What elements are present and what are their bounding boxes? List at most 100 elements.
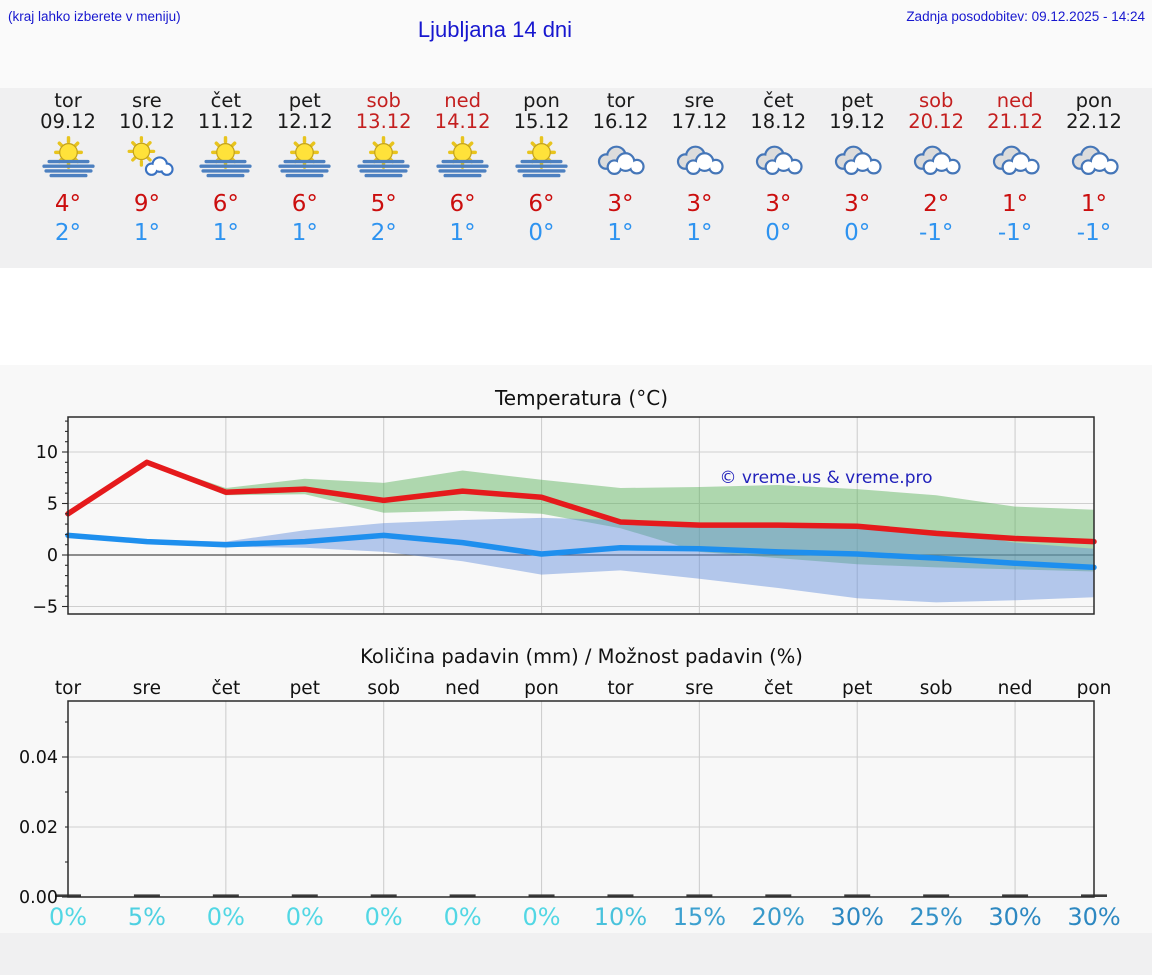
- pop-label: 30%: [988, 903, 1041, 931]
- day-column: čet 18.12 3° 0°: [739, 88, 818, 264]
- sun-fog-icon: [277, 136, 332, 181]
- day-name-label: pet: [288, 89, 321, 112]
- day-column: ned 14.12 6° 1°: [423, 88, 502, 264]
- low-temp-label: -1°: [918, 220, 954, 246]
- cloudy-icon: [830, 136, 885, 181]
- high-temp-label: 6°: [212, 191, 239, 217]
- day-date-label: 09.12: [40, 110, 96, 133]
- high-temp-label: 9°: [133, 191, 160, 217]
- temp-y-tick-label: 5: [47, 495, 58, 515]
- low-temp-label: 1°: [686, 220, 713, 246]
- day-name-label: pet: [841, 89, 874, 112]
- day-name-label: tor: [606, 89, 635, 112]
- low-temp-label: 1°: [607, 220, 634, 246]
- pop-label: 0%: [49, 903, 87, 931]
- menu-hint-text: (kraj lahko izberete v meniju): [8, 9, 181, 24]
- precip-day-label: pet: [290, 678, 320, 699]
- day-name-label: sre: [132, 89, 162, 112]
- day-name-label: ned: [444, 89, 481, 112]
- high-temp-label: 6°: [528, 191, 555, 217]
- day-column: ned 21.12 1° -1°: [976, 88, 1055, 264]
- precip-day-label: sob: [367, 678, 400, 699]
- precip-bar: [291, 894, 318, 897]
- high-temp-label: 3°: [607, 191, 634, 217]
- day-column: čet 11.12 6° 1°: [186, 88, 265, 264]
- precip-day-label: sre: [133, 678, 161, 699]
- day-date-label: 13.12: [355, 110, 412, 133]
- day-column: sob 13.12 5° 2°: [344, 88, 423, 264]
- precip-day-label: pon: [524, 678, 559, 699]
- sun-fog-icon: [514, 136, 569, 181]
- high-temp-label: 1°: [1002, 191, 1029, 217]
- cloudy-icon: [988, 136, 1043, 181]
- precip-bar: [844, 894, 871, 897]
- bottom-strip-background: [0, 933, 1152, 975]
- high-temp-label: 5°: [370, 191, 397, 217]
- precip-day-label: tor: [55, 678, 82, 699]
- low-temp-label: 1°: [212, 220, 239, 246]
- pop-label: 0%: [365, 903, 403, 931]
- page-title: Ljubljana 14 dni: [417, 17, 573, 42]
- day-date-label: 21.12: [987, 110, 1043, 133]
- last-updated-text: Zadnja posodobitev: 09.12.2025 - 14:24: [906, 9, 1145, 24]
- temperature-chart: 10 5 0 −5 © vreme.us & vreme.pro: [32, 416, 1097, 618]
- day-name-label: sob: [366, 89, 401, 112]
- pop-label: 0%: [444, 903, 482, 931]
- day-column: tor 16.12 3° 1°: [581, 88, 660, 264]
- temp-plot-border: [67, 416, 1095, 615]
- day-name-label: pon: [1075, 89, 1113, 112]
- precip-day-label: ned: [998, 678, 1033, 699]
- pop-label: 15%: [673, 903, 726, 931]
- pop-label: 10%: [594, 903, 647, 931]
- precip-bar: [212, 894, 239, 897]
- precip-bar: [923, 894, 950, 897]
- low-temp-label: 2°: [370, 220, 397, 246]
- precip-y-tick-label: 0.04: [19, 748, 58, 768]
- low-temp-label: -1°: [1076, 220, 1112, 246]
- sun-fog-icon: [41, 136, 96, 181]
- temperature-chart-title: Temperatura (°C): [494, 386, 668, 410]
- precip-day-label: ned: [445, 678, 480, 699]
- sun-fog-icon: [198, 136, 253, 181]
- precip-plot-border: [67, 700, 1095, 898]
- day-date-label: 12.12: [276, 110, 333, 133]
- precip-bar: [1002, 894, 1029, 897]
- precip-bar: [765, 894, 792, 897]
- precip-bar: [449, 894, 476, 897]
- day-date-label: 10.12: [118, 110, 175, 133]
- precip-day-label: pon: [1077, 678, 1112, 699]
- day-column: pon 15.12 6° 0°: [502, 88, 581, 264]
- day-date-label: 11.12: [197, 110, 254, 133]
- precip-bar: [133, 894, 160, 897]
- high-range-band: [68, 461, 1094, 572]
- day-name-label: čet: [210, 89, 241, 112]
- high-temp-label: 6°: [449, 191, 476, 217]
- low-temp-label: 0°: [528, 220, 555, 246]
- day-date-label: 17.12: [671, 110, 728, 133]
- precip-day-label: čet: [211, 678, 240, 699]
- precip-day-label: sob: [920, 678, 953, 699]
- high-temp-label: 3°: [765, 191, 792, 217]
- day-date-label: 19.12: [829, 110, 886, 133]
- day-column: pet 12.12 6° 1°: [265, 88, 344, 264]
- day-column: tor 09.12 4° 2°: [29, 88, 108, 264]
- precip-day-label: sre: [685, 678, 713, 699]
- sun-cloud-icon: [119, 136, 174, 181]
- low-temp-label: 1°: [133, 220, 160, 246]
- low-temp-label: -1°: [997, 220, 1033, 246]
- precip-day-label: pet: [842, 678, 872, 699]
- high-temp-label: 3°: [686, 191, 713, 217]
- cloudy-icon: [751, 136, 806, 181]
- precipitation-chart: tor sre čet pet sob ned pon tor sre čet pet sob ned p…: [19, 678, 1121, 931]
- day-name-label: čet: [763, 89, 794, 112]
- sun-fog-icon: [356, 136, 411, 181]
- day-date-label: 15.12: [513, 110, 570, 133]
- low-temp-label: 2°: [54, 220, 82, 246]
- pop-label: 0%: [286, 903, 324, 931]
- low-temp-line: [65, 532, 1097, 571]
- cloudy-icon: [909, 136, 964, 181]
- pop-label: 30%: [831, 903, 884, 931]
- high-temp-label: 3°: [844, 191, 871, 217]
- cloudy-icon: [593, 136, 648, 181]
